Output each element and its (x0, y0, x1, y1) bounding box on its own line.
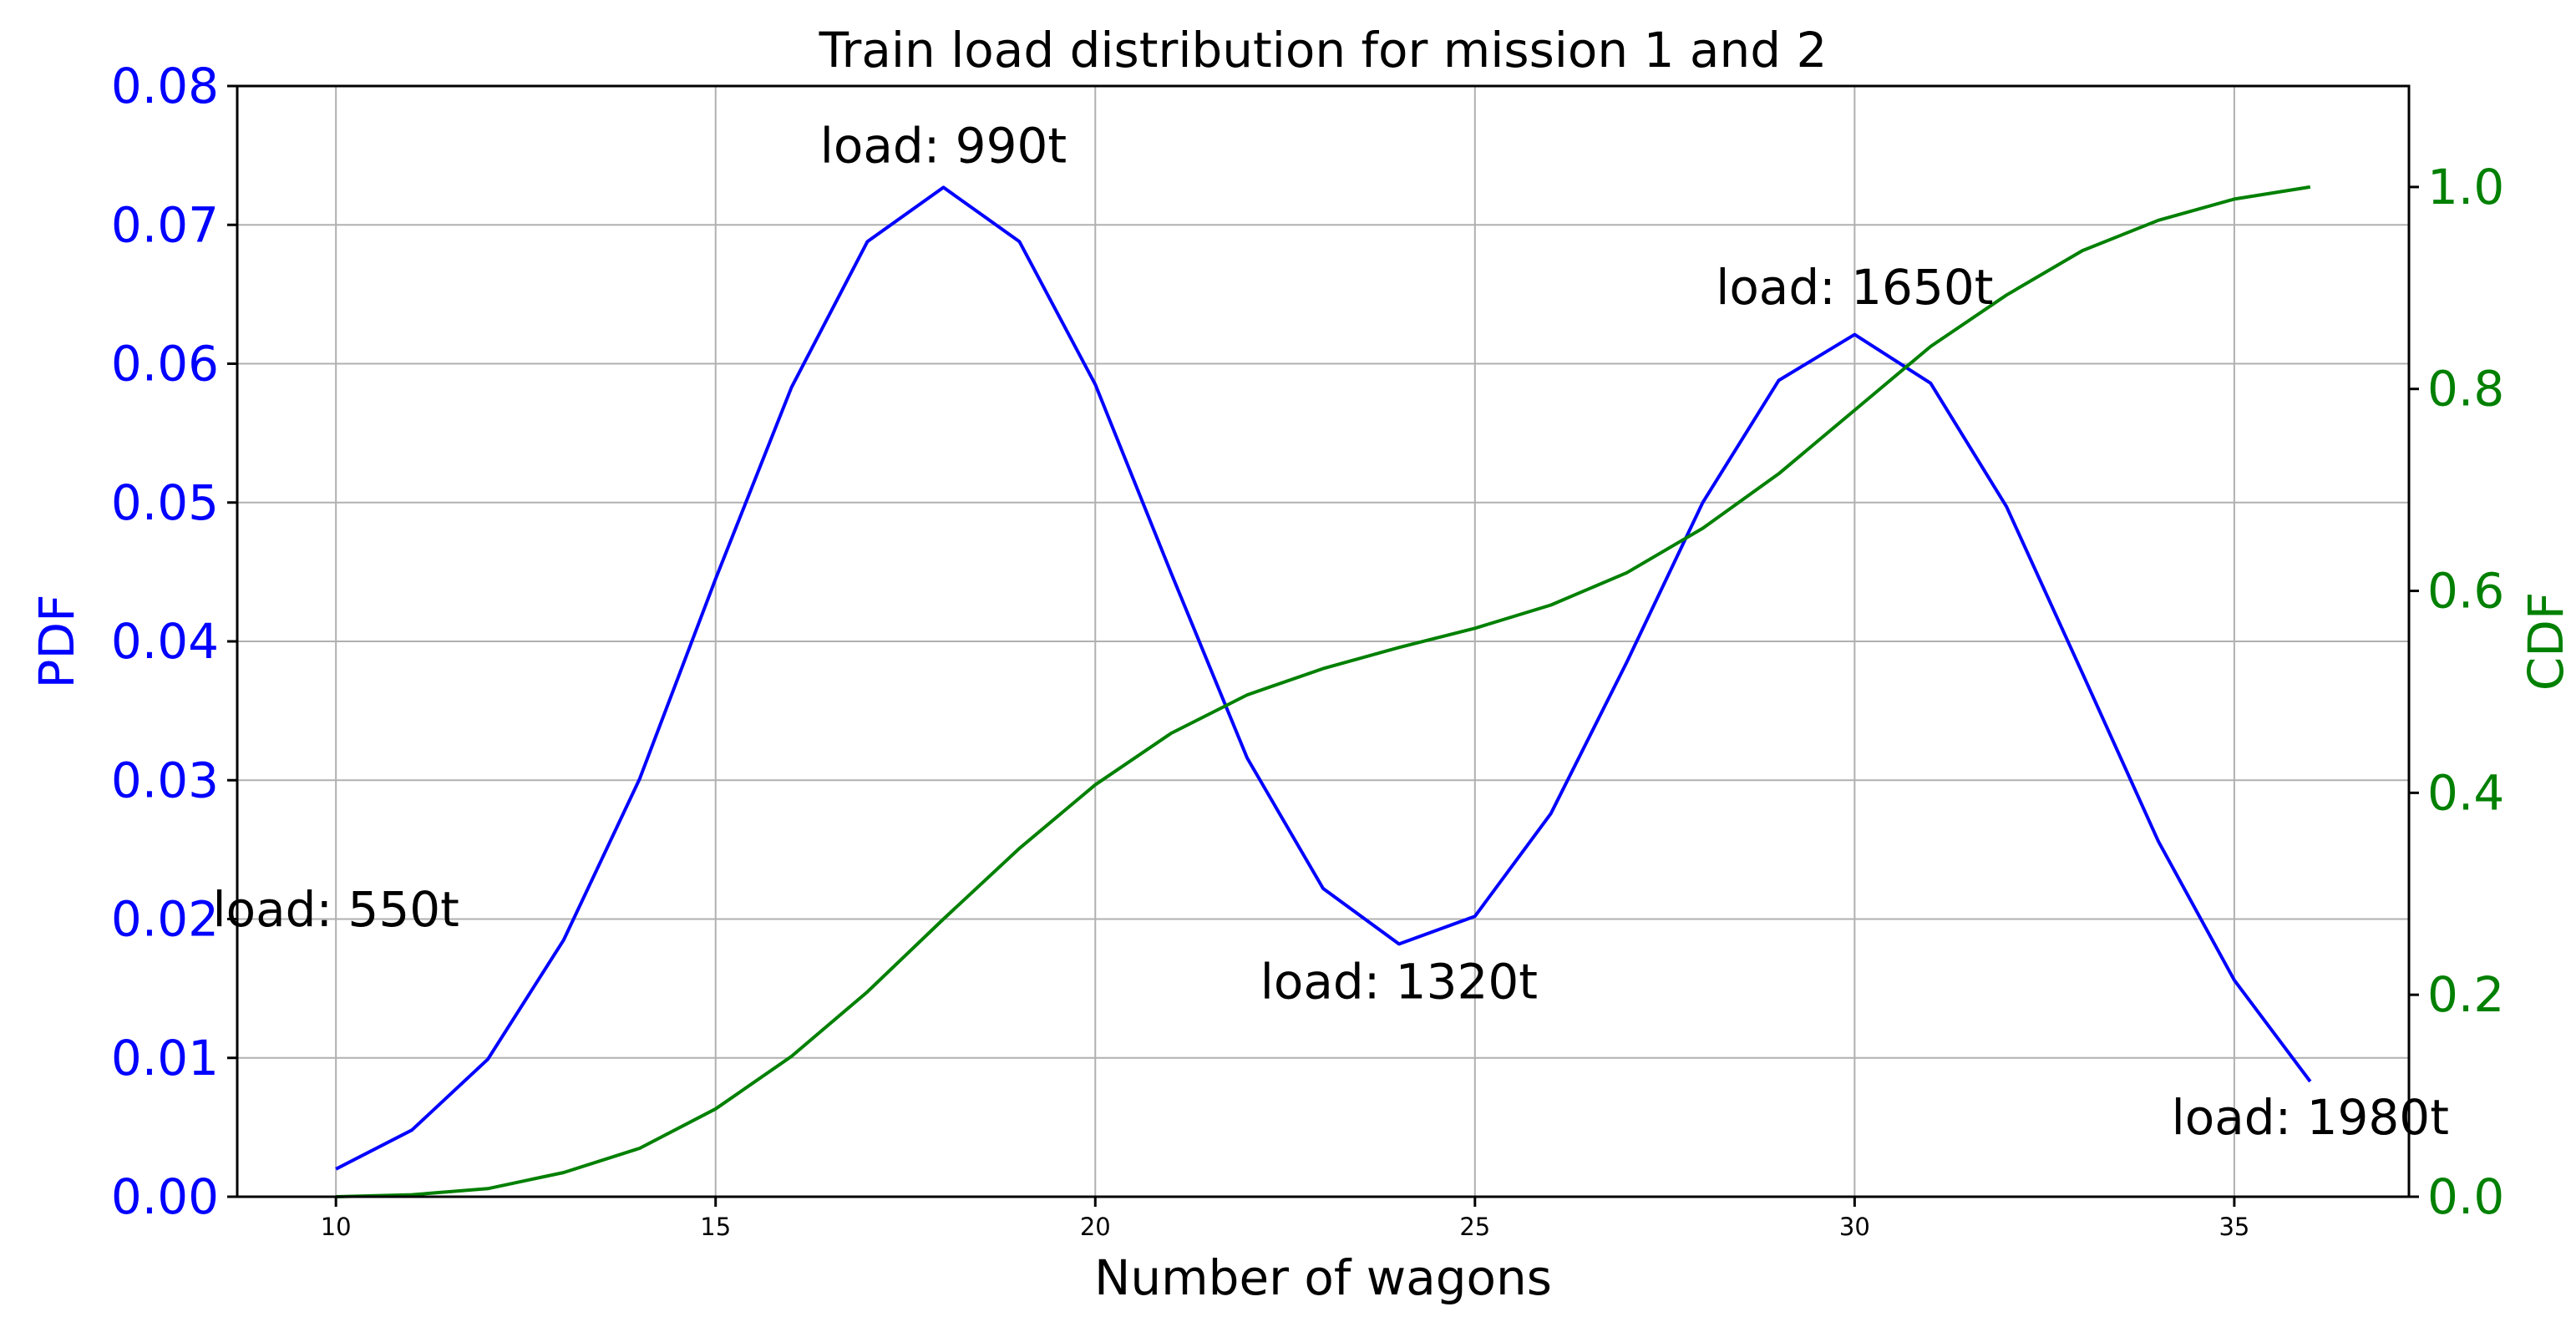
y-right-tick-label: 0.6 (2427, 563, 2504, 620)
x-tick-label: 25 (1459, 1213, 1490, 1241)
annotations: load: 550t load: 990t load: 1320t load: 165… (212, 117, 2448, 1146)
x-tick-label: 15 (700, 1213, 731, 1241)
y-right-tick-label: 0.0 (2427, 1168, 2504, 1225)
y-left-tick-label: 0.02 (111, 891, 219, 948)
annotation-label: load: 550t (212, 881, 459, 938)
y-right-tick-label: 0.8 (2427, 361, 2504, 418)
chart-title: Train load distribution for mission 1 an… (819, 22, 1828, 79)
y-right-tick-label: 1.0 (2427, 159, 2504, 215)
y-left-tick-label: 0.04 (111, 613, 219, 670)
x-tick-label: 20 (1080, 1213, 1111, 1241)
y-left-tick-label: 0.05 (111, 474, 219, 531)
annotation-label: load: 1320t (1260, 953, 1538, 1010)
x-tick-label: 35 (2219, 1213, 2249, 1241)
x-axis-label: Number of wagons (1094, 1249, 1552, 1306)
x-tick-label: 30 (1839, 1213, 1870, 1241)
annotation-label: load: 1650t (1716, 259, 1993, 316)
series-layer (335, 185, 2312, 1198)
axis-ticks: 10 15 20 25 30 35 0.00 0.01 0.02 0.03 0.04 0.05 0.06… (111, 58, 2504, 1241)
y-left-tick-label: 0.07 (111, 196, 219, 253)
y-right-tick-label: 0.4 (2427, 764, 2504, 821)
y-left-tick-label: 0.03 (111, 752, 219, 808)
y-left-tick-label: 0.06 (111, 336, 219, 393)
series-line-pdf (335, 185, 2312, 1171)
y-left-tick-label: 0.08 (111, 58, 219, 114)
y-axis-label-right: CDF (2518, 592, 2574, 691)
x-tick-label: 10 (321, 1213, 352, 1241)
annotation-label: load: 990t (820, 117, 1067, 174)
y-left-tick-label: 0.01 (111, 1030, 219, 1086)
y-right-tick-label: 0.2 (2427, 966, 2504, 1023)
y-left-tick-label: 0.00 (111, 1168, 219, 1225)
series-line-cdf (336, 185, 2311, 1198)
y-axis-label-left: PDF (28, 595, 85, 689)
annotation-label: load: 1980t (2172, 1089, 2449, 1146)
